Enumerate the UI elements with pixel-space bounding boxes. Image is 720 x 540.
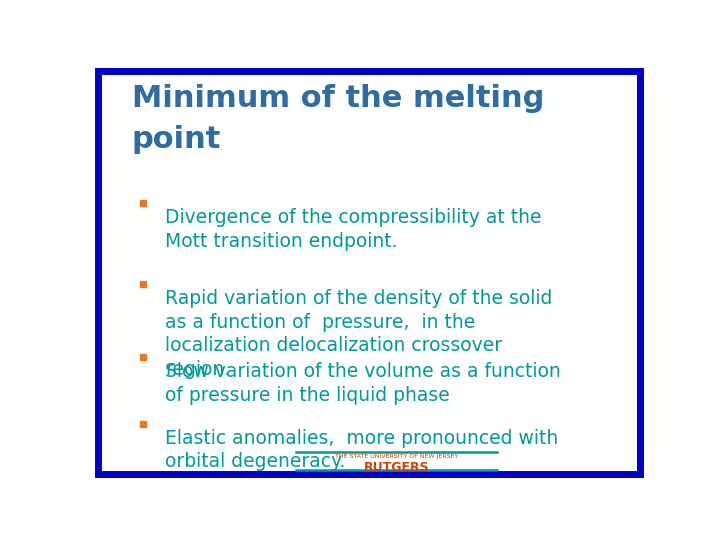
- Text: RUTGERS: RUTGERS: [364, 461, 430, 474]
- Text: point: point: [132, 125, 221, 154]
- Text: Slow variation of the volume as a function
of pressure in the liquid phase: Slow variation of the volume as a functi…: [166, 362, 561, 404]
- Text: Elastic anomalies,  more pronounced with
orbital degeneracy.: Elastic anomalies, more pronounced with …: [166, 429, 559, 471]
- Text: Rapid variation of the density of the solid
as a function of  pressure,  in the
: Rapid variation of the density of the so…: [166, 289, 553, 379]
- Text: Minimum of the melting: Minimum of the melting: [132, 84, 544, 112]
- Text: THE STATE UNIVERSITY OF NEW JERSEY: THE STATE UNIVERSITY OF NEW JERSEY: [336, 454, 459, 458]
- Text: Divergence of the compressibility at the
Mott transition endpoint.: Divergence of the compressibility at the…: [166, 208, 542, 251]
